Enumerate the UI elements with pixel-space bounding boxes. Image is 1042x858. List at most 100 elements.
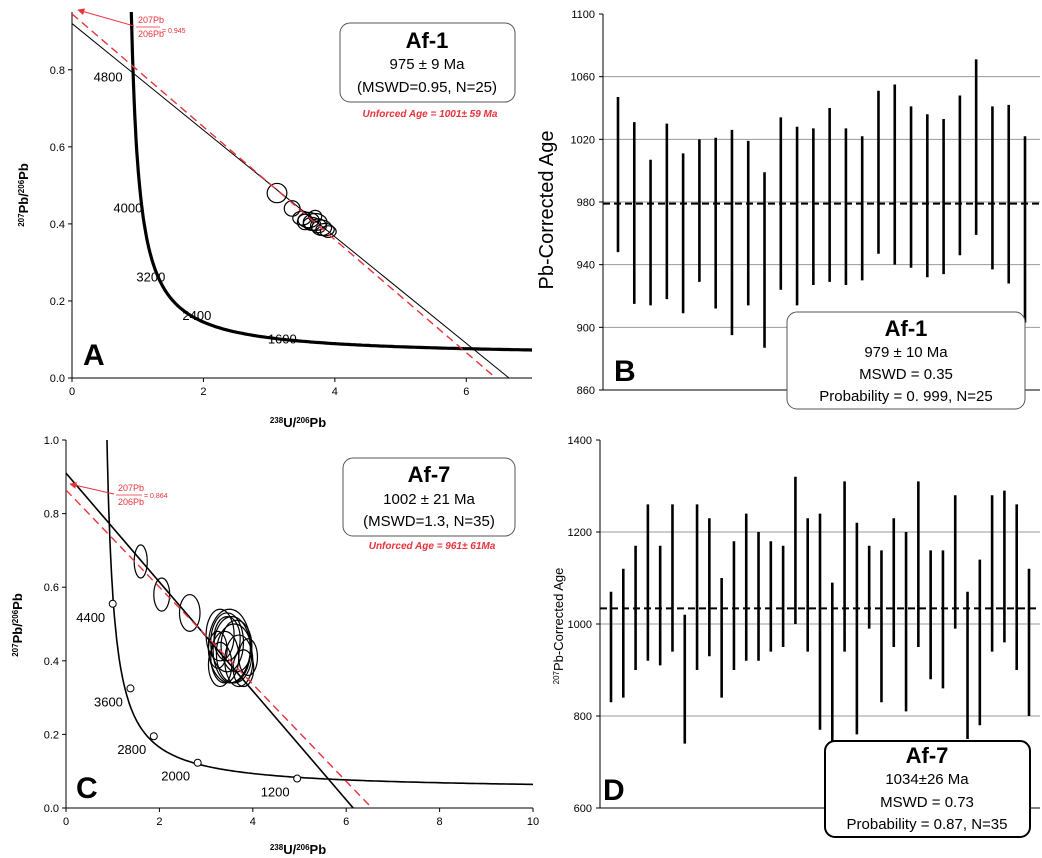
panel-d-info-box <box>824 740 1031 838</box>
panel-a-y-axis-label: 207Pb/206Pb <box>16 163 31 227</box>
panel-b-y-axis-label: Pb-Corrected Age <box>536 131 558 290</box>
panel-c-concordia: 0 2 4 6 8 10 0.0 0.2 0.4 0.6 0.8 1.0 4400 3600 2800 20… <box>10 435 539 857</box>
panel-d-box-probability: Probability = 0.87, N=35 <box>847 816 1008 833</box>
concordia-age-label: 4800 <box>94 69 123 84</box>
x-tick-label: 4 <box>250 816 256 828</box>
y-tick-label: 0.0 <box>50 373 65 385</box>
concordia-age-label: 1600 <box>268 331 297 346</box>
y-tick-label: 980 <box>577 197 595 209</box>
x-tick-label: 10 <box>527 816 539 828</box>
y-tick-label: 0.2 <box>50 296 65 308</box>
panel-a-ellipses <box>266 182 337 238</box>
data-ellipse <box>302 212 328 232</box>
panel-a-info-box <box>339 22 516 103</box>
panel-c-ratio-num: 207Pb <box>118 483 144 493</box>
y-tick-label: 0.0 <box>44 803 59 815</box>
unforced-regression-line <box>72 13 497 378</box>
y-tick-label: 1020 <box>571 134 595 146</box>
panel-a-x-axis-label: 238U/206Pb <box>270 415 326 430</box>
panel-b-error-bars <box>603 59 1040 348</box>
panel-c-ellipses <box>133 544 259 688</box>
y-tick-label: 1100 <box>571 9 595 21</box>
concordia-age-label: 4000 <box>113 200 142 215</box>
data-ellipse <box>207 630 228 669</box>
y-tick-label: 600 <box>574 803 592 815</box>
x-tick-label: 0 <box>63 816 69 828</box>
regression-line <box>66 472 354 808</box>
panel-a-letter: A <box>83 339 105 372</box>
panel-c-box-title: Af-7 <box>408 462 451 487</box>
panel-a-unforced-age: Unforced Age = 1001± 59 Ma <box>363 109 498 120</box>
concordia-age-label: 2000 <box>161 769 190 784</box>
x-tick-label: 6 <box>463 386 469 398</box>
panel-c-ratio-den: 206Pb <box>118 497 144 507</box>
panel-d-tick-labels: 600 800 1000 1200 1400 <box>568 435 592 815</box>
x-tick-label: 0 <box>69 386 75 398</box>
y-tick-label: 860 <box>577 385 595 397</box>
y-tick-label: 1.0 <box>44 435 59 447</box>
y-tick-label: 940 <box>577 260 595 272</box>
panel-d-box-age: 1034±26 Ma <box>885 771 969 788</box>
x-tick-label: 4 <box>332 386 338 398</box>
concordia-age-point <box>126 684 135 693</box>
panel-b-age-chart: 860 900 940 980 1020 1060 1100 Pb-Corrected Ag… <box>536 9 1040 410</box>
panel-b-info-box <box>786 311 1026 410</box>
x-tick-label: 2 <box>200 386 206 398</box>
x-tick-label: 2 <box>156 816 162 828</box>
panel-a-box-mswd: (MSWD=0.95, N=25) <box>357 79 497 96</box>
panel-a-tick-labels: 0 2 4 6 0.0 0.2 0.4 0.6 0.8 <box>50 65 470 398</box>
x-tick-label: 6 <box>343 816 349 828</box>
y-tick-label: 0.8 <box>44 509 59 521</box>
concordia-age-label: 1200 <box>261 785 290 800</box>
concordia-age-label: 2400 <box>182 308 211 323</box>
panel-c-concordia-points: 4400 3600 2800 2000 1200 <box>76 599 302 800</box>
concordia-age-point <box>293 774 302 783</box>
y-tick-label: 0.6 <box>50 142 65 154</box>
panel-b-box-mswd: MSWD = 0.35 <box>859 366 953 383</box>
concordia-curve <box>129 12 532 352</box>
y-tick-label: 0.6 <box>44 582 59 594</box>
panel-a-ratio-num: 207Pb <box>138 15 164 25</box>
concordia-age-label: 2800 <box>117 742 146 757</box>
panel-a-ratio-value: = 0.945 <box>162 28 186 35</box>
x-tick-label: 8 <box>437 816 443 828</box>
data-ellipse <box>178 593 201 632</box>
concordia-age-label: 3200 <box>136 270 165 285</box>
y-tick-label: 1000 <box>568 619 592 631</box>
concordia-age-point <box>108 599 117 608</box>
panel-a-lines <box>72 12 532 378</box>
panel-c-ratio-value: = 0.864 <box>144 493 168 500</box>
panel-a-concordia-labels: 4800 4000 3200 2400 1600 <box>94 69 297 346</box>
panel-a-ratio-arrow <box>77 8 135 27</box>
data-ellipse <box>238 638 259 677</box>
panel-c-box-mswd: (MSWD=1.3, N=35) <box>363 513 495 530</box>
data-ellipse <box>266 182 288 204</box>
y-tick-label: 0.4 <box>44 656 59 668</box>
panel-c-ratio-arrow <box>69 481 115 495</box>
panel-a-axes <box>68 12 532 382</box>
concordia-age-label: 3600 <box>94 694 123 709</box>
panel-d-age-chart: 600 800 1000 1200 1400 207Pb-Corrected Age A… <box>551 435 1040 838</box>
data-ellipse <box>207 641 233 688</box>
unforced-regression-line <box>66 489 373 808</box>
y-tick-label: 0.8 <box>50 65 65 77</box>
panel-b-letter: B <box>614 355 636 388</box>
panel-b-box-title: Af-1 <box>885 316 928 341</box>
panel-b-box-probability: Probability = 0. 999, N=25 <box>819 388 992 405</box>
concordia-age-label: 4400 <box>76 610 105 625</box>
panel-b-tick-labels: 860 900 940 980 1020 1060 1100 <box>571 9 595 397</box>
panel-d-error-bars <box>600 476 1040 749</box>
y-tick-label: 800 <box>574 711 592 723</box>
panel-d-letter: D <box>603 774 625 807</box>
concordia-curve <box>106 440 533 786</box>
panel-c-unforced-age: Unforced Age = 961± 61Ma <box>369 541 496 552</box>
panel-c-letter: C <box>76 772 98 805</box>
panel-a-ratio-den: 206Pb <box>138 29 164 39</box>
y-tick-label: 0.4 <box>50 219 65 231</box>
panel-c-tick-labels: 0 2 4 6 8 10 0.0 0.2 0.4 0.6 0.8 1.0 <box>44 435 539 828</box>
panel-a-concordia: 0 2 4 6 0.0 0.2 0.4 0.6 0.8 4800 4000 3200 2400 1600… <box>16 8 532 430</box>
panel-a-box-age: 975 ± 9 Ma <box>390 56 466 73</box>
panel-a-box-title: Af-1 <box>406 28 449 53</box>
data-ellipse <box>220 619 253 673</box>
